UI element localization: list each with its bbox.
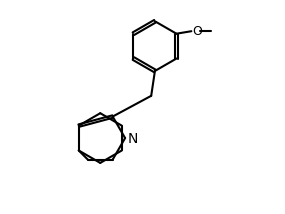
Text: O: O [193,25,202,38]
Text: N: N [128,132,138,146]
